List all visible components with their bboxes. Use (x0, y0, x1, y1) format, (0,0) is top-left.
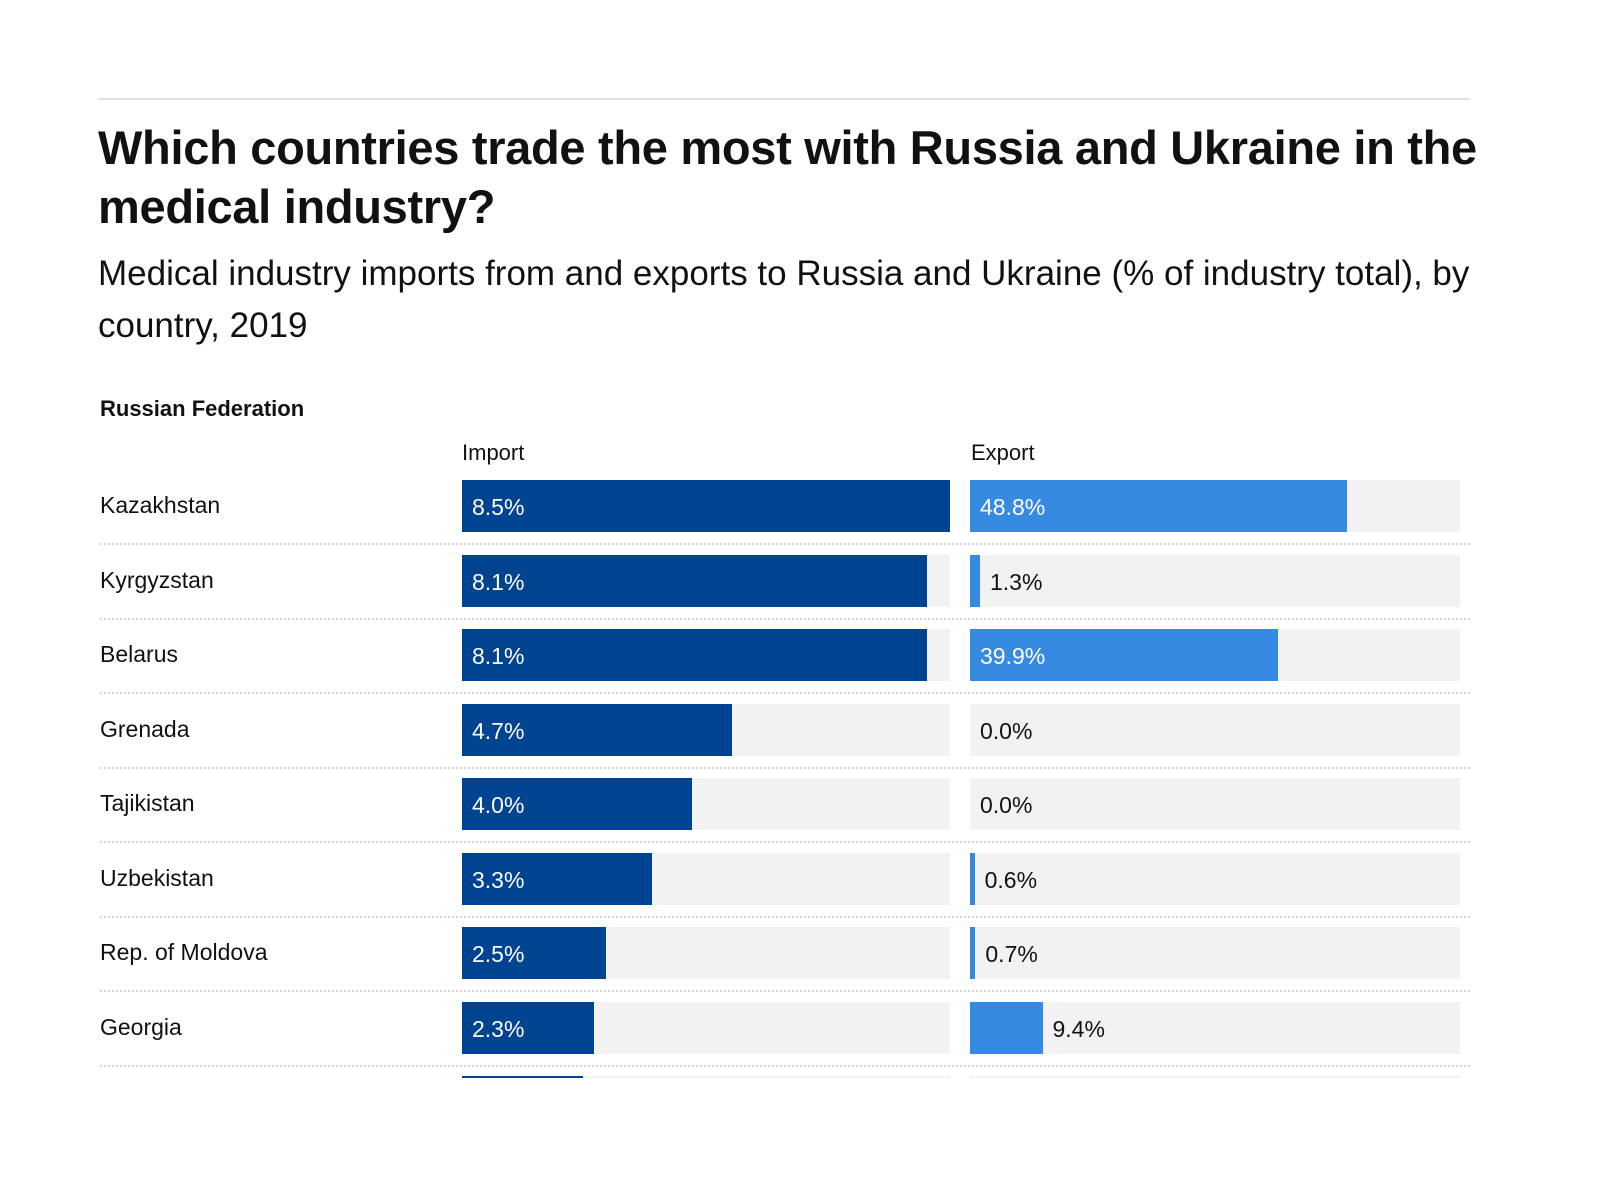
import-value-label: 8.1% (472, 643, 525, 669)
chart-title: Which countries trade the most with Russ… (98, 121, 1477, 233)
export-bar (970, 927, 976, 979)
country-label: Kazakhstan (100, 492, 221, 518)
row-separator (100, 841, 1470, 843)
country-label: Uzbekistan (100, 864, 214, 891)
import-value-label: 2.3% (472, 1015, 525, 1042)
row-separator (100, 915, 1470, 918)
facet-label: Russian Federation (100, 396, 305, 421)
import-bar-track: 3.3% (462, 852, 950, 905)
country-label: Kyrgyzstan (100, 566, 214, 593)
import-bar (462, 554, 927, 607)
import-bar (462, 480, 950, 532)
table-row: Uzbekistan 3.3% 0.6% (0, 851, 1600, 926)
import-bar (462, 1076, 583, 1078)
export-value-label: 48.8% (980, 494, 1046, 520)
row-separator (100, 766, 1470, 769)
row-separator (100, 990, 1470, 992)
import-bar (462, 778, 692, 830)
export-value-label: 0.0% (980, 792, 1033, 818)
table-row: Tajikistan 4.0% 0.0% (0, 776, 1600, 851)
bar-rows: Kazakhstan 8.5% 48.8% Kyrgyzstan 8.1% 1.3% Bel… (0, 478, 1600, 1078)
country-label: Belarus (100, 641, 178, 667)
import-bar (462, 703, 732, 756)
import-bar (462, 927, 606, 979)
import-value-label: 3.3% (472, 866, 525, 893)
import-bar-track (462, 1076, 950, 1078)
import-bar-track: 8.1% (462, 629, 950, 681)
export-bar (970, 629, 1278, 681)
chart-subtitle: Medical industry imports from and export… (98, 254, 1470, 345)
export-value-label: 1.3% (990, 568, 1043, 595)
export-bar-track: 0.0% (970, 703, 1460, 756)
import-bar (462, 1001, 594, 1054)
import-value-label: 8.1% (472, 568, 525, 595)
row-separator (100, 543, 1470, 545)
import-value-label: 2.5% (472, 941, 525, 967)
top-rule (98, 98, 1470, 100)
export-value-label: 0.7% (985, 941, 1038, 967)
import-bar-track: 8.1% (462, 554, 950, 607)
import-bar-track: 4.0% (462, 778, 950, 830)
export-bar-track: 9.4% (970, 1001, 1460, 1054)
table-row: Kazakhstan 8.5% 48.8% (0, 478, 1600, 553)
export-bar (970, 554, 980, 607)
export-bar (970, 852, 975, 905)
export-value-label: 0.6% (984, 866, 1038, 893)
export-value-label: 39.9% (980, 643, 1046, 669)
import-bar-track: 2.5% (462, 927, 950, 979)
country-label: Grenada (100, 715, 190, 742)
import-bar-track: 4.7% (462, 703, 950, 756)
table-row: Kyrgyzstan 8.1% 1.3% (0, 553, 1600, 628)
table-row: Belarus 8.1% 39.9% (0, 627, 1600, 702)
export-bar-track: 39.9% (970, 629, 1460, 681)
import-bar (462, 852, 652, 905)
export-bar-track (970, 1076, 1460, 1078)
table-row-partial (0, 1074, 1600, 1078)
row-separator (100, 692, 1470, 694)
row-separator (100, 617, 1470, 620)
import-column-header: Import (462, 440, 525, 465)
export-bar-track: 0.0% (970, 778, 1460, 830)
export-bar-track: 0.7% (970, 927, 1460, 979)
export-value-label: 0.0% (980, 717, 1033, 744)
export-value-label: 9.4% (1052, 1015, 1105, 1042)
export-bar-track: 0.6% (970, 852, 1460, 905)
table-row: Grenada 4.7% 0.0% (0, 702, 1600, 777)
country-label: Tajikistan (100, 790, 195, 816)
export-bar (970, 1001, 1043, 1054)
import-bar-track: 8.5% (462, 480, 950, 532)
country-label: Rep. of Moldova (100, 939, 268, 965)
table-row: Georgia 2.3% 9.4% (0, 1000, 1600, 1075)
export-bar-track: 1.3% (970, 554, 1460, 607)
table-row: Rep. of Moldova 2.5% 0.7% (0, 925, 1600, 1000)
export-bar (970, 480, 1347, 532)
import-value-label: 8.5% (472, 494, 525, 520)
import-bar (462, 629, 927, 681)
import-bar-track: 2.3% (462, 1001, 950, 1054)
import-value-label: 4.0% (472, 792, 525, 818)
country-label: Georgia (100, 1013, 182, 1040)
row-separator (100, 1064, 1470, 1067)
import-value-label: 4.7% (472, 717, 525, 744)
export-bar-track: 48.8% (970, 480, 1460, 532)
export-column-header: Export (971, 440, 1035, 465)
